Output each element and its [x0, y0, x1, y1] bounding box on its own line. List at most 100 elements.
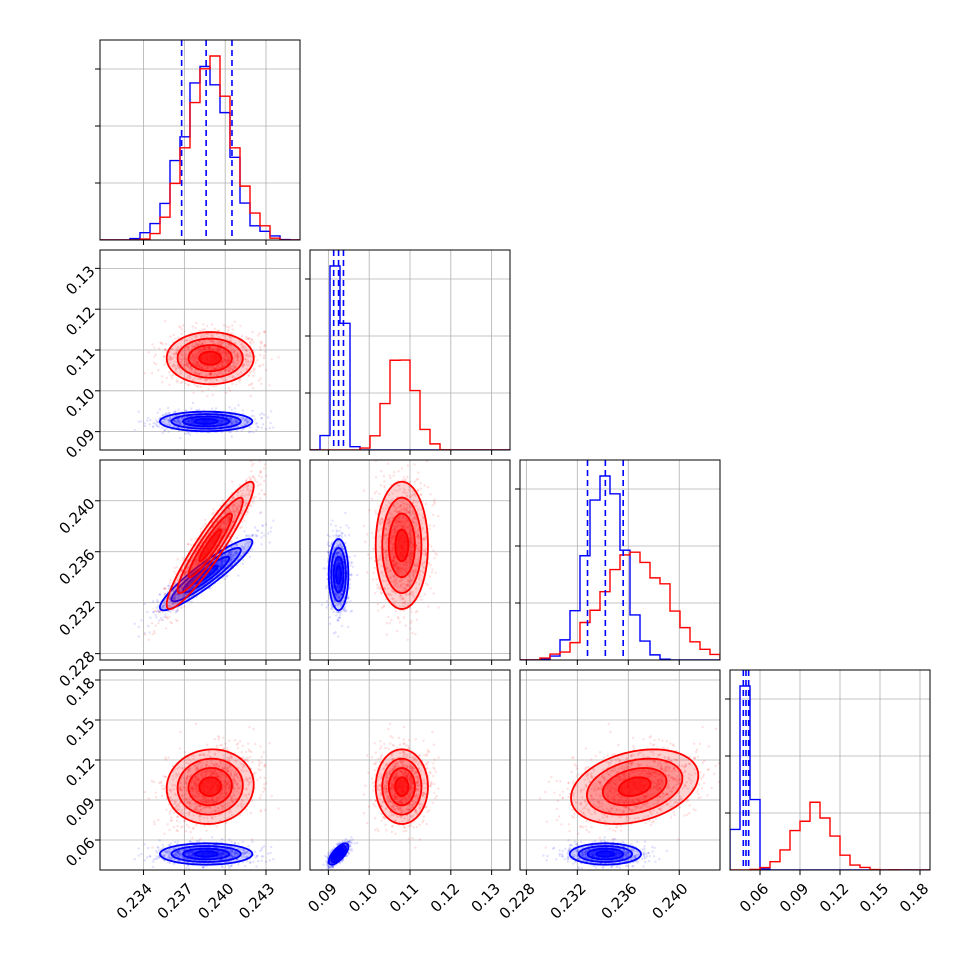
point	[230, 546, 233, 549]
point	[199, 350, 202, 353]
point	[169, 610, 172, 614]
point	[164, 587, 168, 590]
point	[217, 350, 221, 353]
point	[238, 526, 242, 530]
point	[335, 595, 338, 598]
point	[181, 416, 185, 419]
point	[235, 420, 238, 424]
point	[222, 359, 225, 363]
point	[175, 351, 179, 354]
point	[337, 559, 340, 562]
point	[184, 355, 188, 358]
point	[163, 592, 167, 595]
point	[190, 419, 193, 422]
point	[173, 596, 177, 599]
point	[334, 591, 337, 594]
point	[192, 354, 195, 357]
point	[189, 356, 192, 359]
point	[187, 374, 191, 378]
point	[263, 345, 266, 348]
point	[196, 554, 200, 558]
point	[174, 593, 177, 596]
point	[173, 570, 176, 574]
point	[177, 421, 180, 424]
point	[167, 421, 171, 424]
point	[224, 355, 228, 358]
point	[251, 475, 254, 479]
point	[220, 361, 223, 364]
point	[205, 378, 208, 382]
point	[234, 553, 237, 556]
point	[186, 361, 189, 365]
point	[245, 485, 248, 488]
point	[245, 493, 248, 496]
point	[224, 577, 227, 581]
point	[334, 631, 337, 634]
point	[338, 595, 341, 599]
point	[226, 520, 229, 524]
point	[252, 475, 255, 478]
point	[220, 421, 223, 424]
point	[163, 348, 167, 351]
point	[191, 421, 195, 424]
point	[162, 355, 166, 358]
point	[157, 622, 160, 625]
point	[194, 371, 197, 374]
point	[223, 512, 226, 516]
point	[192, 356, 196, 360]
point	[203, 523, 207, 526]
point	[196, 372, 199, 375]
point	[185, 360, 188, 364]
point	[190, 338, 194, 341]
point	[225, 352, 228, 355]
point	[188, 377, 191, 380]
point	[160, 618, 163, 621]
point	[180, 332, 183, 336]
point	[217, 422, 220, 425]
point	[221, 531, 224, 534]
point	[191, 417, 195, 421]
point	[200, 366, 204, 369]
point	[178, 588, 181, 591]
point	[225, 424, 229, 427]
hist-0-series-1	[100, 55, 300, 240]
point	[182, 593, 185, 596]
point	[259, 511, 262, 515]
point	[192, 418, 195, 422]
point	[222, 419, 225, 422]
point	[233, 361, 237, 364]
point	[246, 360, 250, 364]
point	[257, 492, 261, 496]
point	[234, 509, 238, 512]
point	[215, 528, 218, 531]
point	[227, 358, 230, 362]
point	[231, 376, 235, 379]
point	[165, 427, 168, 430]
point	[221, 361, 224, 364]
point	[162, 601, 165, 605]
point	[218, 348, 222, 351]
point	[163, 421, 166, 424]
point	[173, 597, 176, 600]
point	[178, 419, 181, 423]
point	[343, 595, 346, 598]
point	[258, 497, 262, 500]
point	[346, 596, 350, 599]
point	[240, 424, 243, 427]
point	[249, 477, 252, 481]
point	[221, 529, 224, 532]
point	[230, 558, 233, 561]
point	[350, 574, 353, 577]
point	[247, 431, 251, 434]
point	[252, 497, 255, 500]
point	[225, 416, 229, 419]
point	[230, 423, 233, 426]
point	[200, 341, 204, 345]
point	[241, 417, 245, 421]
point	[223, 521, 226, 524]
point	[163, 587, 166, 590]
point	[198, 552, 201, 555]
point	[207, 346, 210, 349]
point	[208, 339, 211, 342]
point	[190, 370, 194, 373]
